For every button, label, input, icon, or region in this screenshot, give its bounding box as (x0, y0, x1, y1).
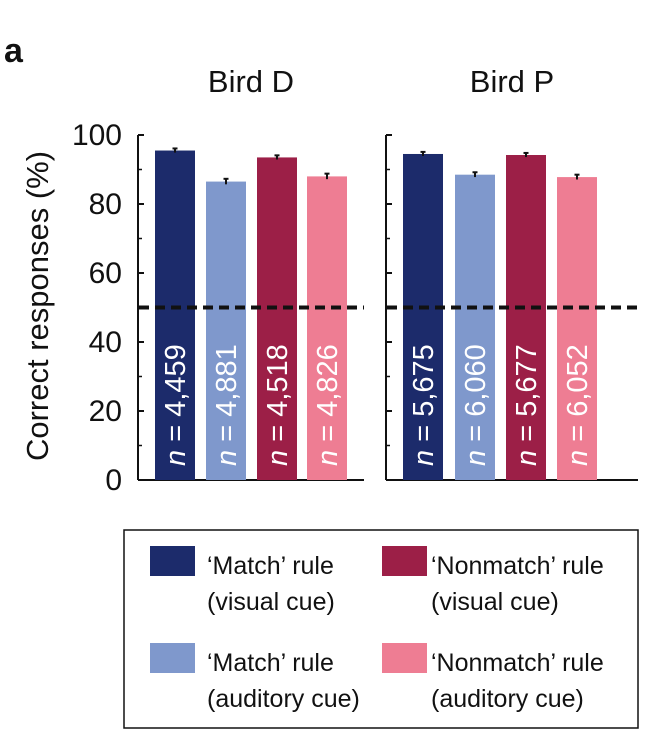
bar-n-label: n = 4,826 (312, 344, 344, 466)
legend-sublabel: (visual cue) (207, 588, 335, 616)
bar (506, 155, 546, 480)
y-tick-label: 0 (105, 464, 122, 497)
bar-n-label: n = 5,675 (408, 344, 440, 466)
legend-swatch (382, 643, 427, 673)
bar (455, 174, 495, 481)
legend-swatch (150, 643, 195, 673)
panel-1: Bird D 0 20 40 60 80 100 n = 4,459 n = 4,881 n = … (72, 64, 364, 497)
bar-n-label: n = 4,518 (262, 344, 294, 466)
legend: ‘Match’ rule (visual cue) ‘Nonmatch’ rule (… (123, 529, 639, 729)
bar-n-label: n = 4,881 (211, 344, 243, 466)
bar (155, 150, 195, 480)
bar (557, 177, 597, 480)
plot-area: Bird D 0 20 40 60 80 100 n = 4,459 n = 4,881 n = … (72, 64, 638, 497)
y-tick-label: 20 (89, 395, 122, 428)
panel-letter: a (4, 32, 24, 70)
bar-n-label: n = 6,060 (460, 344, 492, 466)
bar-n-label: n = 4,459 (160, 344, 192, 466)
legend-sublabel: (auditory cue) (431, 685, 584, 713)
legend-sublabel: (visual cue) (431, 588, 559, 616)
panel-title: Bird D (208, 64, 294, 99)
y-tick-label: 80 (89, 188, 122, 221)
y-tick-label: 60 (89, 257, 122, 290)
bar-n-label: n = 5,677 (511, 344, 543, 466)
panel-title: Bird P (470, 64, 554, 99)
legend-label: ‘Nonmatch’ rule (431, 649, 604, 677)
y-axis-label: Correct responses (%) (20, 151, 55, 461)
bar-n-label: n = 6,052 (562, 344, 594, 466)
legend-swatch (150, 546, 195, 576)
y-tick-label: 100 (72, 119, 122, 152)
y-tick-label: 40 (89, 326, 122, 359)
legend-sublabel: (auditory cue) (207, 685, 360, 713)
bar (403, 153, 443, 480)
panel-2: Bird P n = 5,675 n = 6,060 n = 5,677 n = 6,0… (385, 64, 638, 481)
bar (307, 176, 347, 480)
legend-label: ‘Nonmatch’ rule (431, 552, 604, 580)
legend-label: ‘Match’ rule (207, 552, 334, 580)
bar (257, 157, 297, 481)
legend-swatch (382, 546, 427, 576)
bar (206, 181, 246, 480)
legend-label: ‘Match’ rule (207, 649, 334, 677)
legend-box (123, 529, 639, 729)
